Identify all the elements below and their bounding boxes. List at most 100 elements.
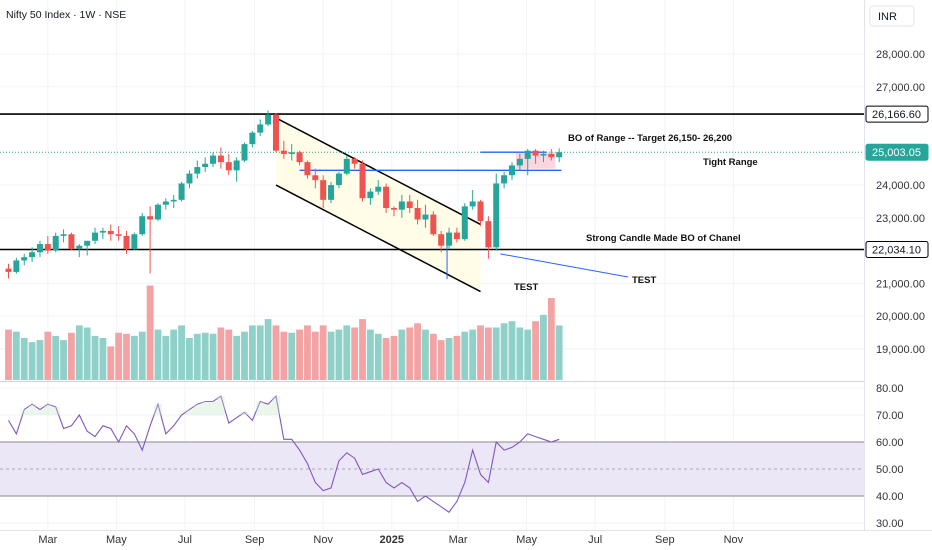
price-tag-label: 22,034.10 xyxy=(872,245,921,257)
candle[interactable] xyxy=(210,152,217,168)
candle[interactable] xyxy=(99,227,106,240)
channel-fill xyxy=(275,117,481,292)
candle[interactable] xyxy=(249,131,256,148)
candle[interactable] xyxy=(92,227,99,245)
candle[interactable] xyxy=(288,144,295,161)
candle[interactable] xyxy=(312,168,319,189)
candle[interactable] xyxy=(225,153,232,176)
candle[interactable] xyxy=(390,206,397,217)
time-axis[interactable]: Mar May Jul Sep Nov 2025 Mar May Jul Sep Nov xyxy=(0,530,932,550)
test-pointer-arrow xyxy=(500,253,629,278)
candle[interactable] xyxy=(351,157,358,169)
candlesticks[interactable] xyxy=(5,110,563,279)
candle[interactable] xyxy=(162,198,169,210)
price-axis[interactable]: 28,000.00 27,000.00 24,000.00 23,000.00 21,0… xyxy=(876,49,925,356)
candle[interactable] xyxy=(233,157,240,182)
candle[interactable] xyxy=(556,148,563,163)
candle[interactable] xyxy=(76,244,83,258)
candle[interactable] xyxy=(139,212,146,236)
candle[interactable] xyxy=(13,257,20,274)
volume-bar xyxy=(524,329,532,380)
candle[interactable] xyxy=(202,157,209,172)
candle[interactable] xyxy=(115,226,122,241)
candle[interactable] xyxy=(414,199,421,225)
candle[interactable] xyxy=(477,199,484,227)
candle[interactable] xyxy=(178,181,185,202)
price-tag-label: 26,166.60 xyxy=(872,109,921,121)
candle[interactable] xyxy=(516,153,523,171)
candle-body xyxy=(60,234,67,236)
candle[interactable] xyxy=(60,229,67,243)
candle-body xyxy=(335,173,342,186)
candle[interactable] xyxy=(438,230,445,253)
candle[interactable] xyxy=(335,171,342,189)
candle[interactable] xyxy=(328,181,335,204)
candle[interactable] xyxy=(493,173,500,251)
candle[interactable] xyxy=(52,232,59,253)
candle-body xyxy=(414,208,421,220)
candle[interactable] xyxy=(265,110,272,127)
candle[interactable] xyxy=(532,149,539,164)
candle[interactable] xyxy=(430,211,437,236)
candle[interactable] xyxy=(406,194,413,213)
candle[interactable] xyxy=(453,227,460,243)
candle[interactable] xyxy=(367,188,374,205)
candle[interactable] xyxy=(147,206,154,274)
candle[interactable] xyxy=(540,150,547,163)
candle[interactable] xyxy=(296,150,303,166)
volume-bar xyxy=(508,321,516,380)
candle[interactable] xyxy=(422,204,429,228)
candle[interactable] xyxy=(84,240,91,256)
candle[interactable] xyxy=(280,140,287,159)
candle[interactable] xyxy=(44,235,51,254)
channel-upper-line xyxy=(275,117,481,226)
candle[interactable] xyxy=(469,189,476,210)
candle[interactable] xyxy=(485,216,492,259)
candle[interactable] xyxy=(304,160,311,179)
candle[interactable] xyxy=(131,232,138,251)
candle[interactable] xyxy=(272,112,279,153)
annotation-text: Tight Range xyxy=(703,157,758,168)
candle[interactable] xyxy=(186,170,193,189)
rsi-axis[interactable]: 80.00 70.00 60.00 50.00 40.00 30.00 xyxy=(876,383,904,530)
level-price-tag xyxy=(865,241,929,259)
volume-bar xyxy=(201,332,209,380)
candle[interactable] xyxy=(36,240,43,258)
candle[interactable] xyxy=(375,180,382,195)
candle[interactable] xyxy=(170,194,177,209)
candle[interactable] xyxy=(359,160,366,202)
candle-body xyxy=(44,244,51,251)
candle[interactable] xyxy=(461,203,468,241)
candle[interactable] xyxy=(123,230,130,254)
candle[interactable] xyxy=(320,175,327,209)
candle[interactable] xyxy=(21,253,28,266)
currency-label: INR xyxy=(878,11,897,23)
volume-bar xyxy=(406,327,414,380)
annotation-text: TEST xyxy=(632,275,656,286)
candle[interactable] xyxy=(5,263,12,279)
candle[interactable] xyxy=(68,232,75,251)
candle-body xyxy=(359,163,366,199)
candle[interactable] xyxy=(383,183,390,213)
candle[interactable] xyxy=(446,227,453,249)
candle[interactable] xyxy=(501,171,508,189)
candle[interactable] xyxy=(508,162,515,181)
candle[interactable] xyxy=(217,147,224,169)
candle[interactable] xyxy=(343,155,350,176)
volume-bar xyxy=(532,321,539,380)
candle[interactable] xyxy=(524,149,531,176)
candle[interactable] xyxy=(154,203,161,222)
candle[interactable] xyxy=(194,160,201,179)
candle[interactable] xyxy=(107,224,114,241)
volume-bar xyxy=(91,335,99,380)
candle[interactable] xyxy=(548,149,555,161)
candle[interactable] xyxy=(241,142,248,163)
currency-button[interactable] xyxy=(869,5,915,27)
candle-body xyxy=(320,180,327,200)
candle[interactable] xyxy=(29,247,36,263)
candle-body xyxy=(398,201,405,210)
chart-title: Nifty 50 Index · 1W · NSE xyxy=(6,9,126,21)
candle[interactable] xyxy=(257,119,264,136)
candle[interactable] xyxy=(398,194,405,218)
